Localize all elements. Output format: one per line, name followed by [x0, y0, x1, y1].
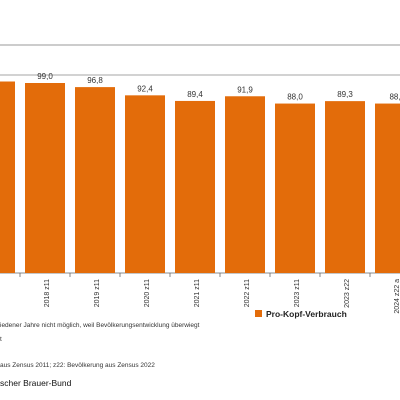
bar-0: [0, 81, 15, 273]
bar-8: [375, 103, 400, 273]
x-tick-label-4: 2021 z11: [194, 279, 201, 307]
value-labels: ,099,096,892,489,491,988,089,388,: [37, 72, 400, 102]
bar-chart: ,099,096,892,489,491,988,089,388, 2018 z…: [0, 44, 400, 319]
value-label-4: 89,4: [187, 90, 203, 99]
bar-7: [325, 101, 365, 274]
legend: Pro-Kopf-Verbrauch: [255, 309, 347, 319]
footnote-3: aus Zensus 2011; z22: Bevölkerung aus Ze…: [0, 362, 155, 369]
bar-6: [275, 103, 315, 273]
value-label-6: 88,0: [287, 93, 303, 102]
value-label-8: 88,: [389, 93, 400, 102]
value-label-7: 89,3: [337, 90, 353, 99]
bar-1: [25, 83, 65, 273]
bars: [0, 81, 400, 274]
bar-4: [175, 100, 215, 273]
x-tick-label-6: 2023 z11: [294, 279, 301, 307]
x-tick-label-3: 2020 z11: [144, 279, 151, 307]
x-tick-label-8: 2024 z22 a: [394, 279, 400, 314]
footnote-1: iedener Jahre nicht möglich, weil Bevölk…: [0, 322, 200, 329]
bar-2: [75, 87, 115, 273]
bar-3: [125, 95, 165, 273]
value-label-3: 92,4: [137, 84, 153, 93]
x-tick-labels: 2018 z11 2019 z11 2020 z11 2021 z11 2022 z11…: [44, 279, 400, 314]
value-label-1: 99,0: [37, 72, 53, 81]
value-label-5: 91,9: [237, 85, 253, 94]
x-tick-label-2: 2019 z11: [94, 279, 101, 307]
x-tick-label-1: 2018 z11: [44, 279, 51, 307]
x-ticks: [19, 273, 371, 277]
source-text: scher Brauer-Bund: [0, 378, 72, 388]
bar-5: [225, 96, 265, 274]
legend-label: Pro-Kopf-Verbrauch: [266, 309, 347, 319]
value-label-2: 96,8: [87, 76, 103, 85]
footnote-2: t: [0, 336, 2, 343]
x-tick-label-7: 2023 z22: [344, 279, 351, 308]
x-tick-label-5: 2022 z11: [244, 279, 251, 307]
legend-swatch: [255, 310, 262, 317]
